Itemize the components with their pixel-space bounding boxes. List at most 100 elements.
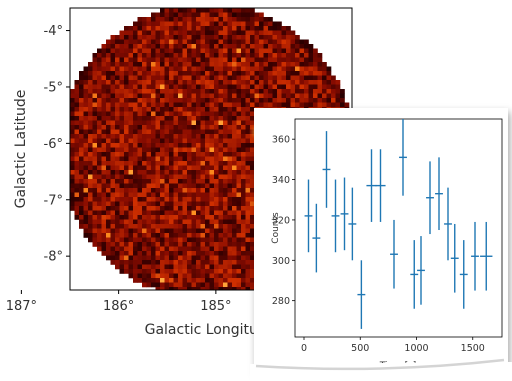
heatmap-cell — [155, 129, 161, 135]
heatmap-cell — [70, 201, 75, 207]
heatmap-cell — [106, 224, 111, 229]
heatmap-cell — [191, 206, 197, 211]
heatmap-cell — [133, 102, 138, 108]
heatmap-cell — [200, 264, 206, 270]
heatmap-cell — [227, 242, 233, 247]
light-curve-x-tick-label: 1000 — [404, 343, 428, 354]
heatmap-cell — [101, 206, 107, 211]
heatmap-cell — [119, 89, 125, 94]
heatmap-cell — [137, 138, 143, 144]
heatmap-cell — [214, 71, 219, 76]
heatmap-cell — [128, 255, 134, 261]
heatmap-cell — [146, 224, 152, 229]
heatmap-cell — [200, 111, 206, 117]
heatmap-cell — [214, 134, 219, 139]
heatmap-cell — [223, 138, 228, 144]
heatmap-cell — [164, 201, 170, 207]
heatmap-y-tick-label: -5° — [44, 80, 63, 95]
heatmap-cell — [169, 21, 174, 27]
heatmap-cell — [232, 17, 237, 22]
heatmap-cell — [137, 48, 143, 54]
heatmap-cell — [137, 75, 143, 81]
heatmap-cell — [169, 219, 174, 225]
heatmap-cell — [227, 98, 233, 103]
heatmap-cell — [124, 201, 129, 207]
heatmap-cell — [97, 71, 102, 76]
heatmap-cell — [250, 264, 255, 270]
heatmap-cell — [119, 66, 125, 72]
heatmap-cell — [209, 125, 215, 130]
heatmap-cell — [232, 170, 237, 175]
heatmap-cell — [182, 188, 188, 193]
heatmap-cell — [227, 116, 233, 121]
heatmap-cell — [137, 107, 143, 112]
heatmap-cell — [119, 255, 125, 261]
heatmap-cell — [196, 30, 201, 36]
heatmap-cell — [92, 116, 98, 121]
heatmap-cell — [97, 242, 102, 247]
heatmap-cell — [250, 17, 255, 22]
heatmap-cell — [106, 120, 111, 126]
heatmap-cell — [182, 264, 188, 270]
heatmap-cell — [313, 62, 318, 67]
heatmap-cell — [200, 98, 206, 103]
heatmap-cell — [128, 165, 134, 171]
heatmap-cell — [245, 120, 251, 126]
heatmap-cell — [250, 197, 255, 202]
heatmap-cell — [106, 165, 111, 171]
heatmap-cell — [142, 71, 147, 76]
heatmap-cell — [214, 264, 219, 270]
heatmap-cell — [313, 66, 318, 72]
heatmap-cell — [236, 120, 242, 126]
heatmap-cell — [187, 138, 192, 144]
heatmap-cell — [227, 138, 233, 144]
heatmap-cell — [178, 219, 183, 225]
heatmap-cell — [245, 228, 251, 234]
heatmap-cell — [164, 75, 170, 81]
heatmap-cell — [146, 210, 152, 216]
heatmap-cell — [187, 156, 192, 162]
heatmap-cell — [155, 273, 161, 279]
heatmap-cell — [88, 111, 93, 117]
heatmap-cell — [191, 264, 197, 270]
heatmap-cell — [227, 215, 233, 220]
heatmap-cell — [151, 26, 156, 31]
heatmap-cell — [241, 201, 246, 207]
heatmap-cell — [295, 62, 300, 67]
heatmap-cell — [250, 242, 255, 247]
heatmap-cell — [290, 75, 296, 81]
heatmap-cell — [160, 255, 165, 261]
heatmap-cell — [259, 98, 264, 103]
heatmap-cell — [187, 152, 192, 157]
heatmap-cell — [182, 107, 188, 112]
heatmap-cell — [119, 35, 125, 40]
heatmap-cell — [191, 71, 197, 76]
heatmap-cell — [155, 201, 161, 207]
heatmap-cell — [227, 201, 233, 207]
heatmap-cell — [196, 201, 201, 207]
heatmap-cell — [250, 44, 255, 49]
heatmap-cell — [74, 107, 80, 112]
heatmap-cell — [200, 215, 206, 220]
heatmap-cell — [178, 98, 183, 103]
heatmap-cell — [241, 188, 246, 193]
heatmap-cell — [209, 287, 215, 290]
heatmap-cell — [88, 179, 93, 184]
heatmap-cell — [146, 120, 152, 126]
heatmap-cell — [124, 71, 129, 76]
heatmap-cell — [196, 111, 201, 117]
heatmap-cell — [281, 71, 287, 76]
heatmap-cell — [97, 134, 102, 139]
heatmap-cell — [178, 197, 183, 202]
heatmap-cell — [196, 8, 201, 13]
heatmap-cell — [299, 98, 305, 103]
heatmap-cell — [97, 170, 102, 175]
heatmap-cell — [164, 17, 170, 22]
heatmap-cell — [164, 183, 170, 189]
heatmap-cell — [236, 44, 242, 49]
heatmap-cell — [245, 143, 251, 148]
heatmap-cell — [182, 255, 188, 261]
heatmap-cell — [191, 53, 197, 58]
heatmap-cell — [241, 48, 246, 54]
heatmap-cell — [146, 98, 152, 103]
